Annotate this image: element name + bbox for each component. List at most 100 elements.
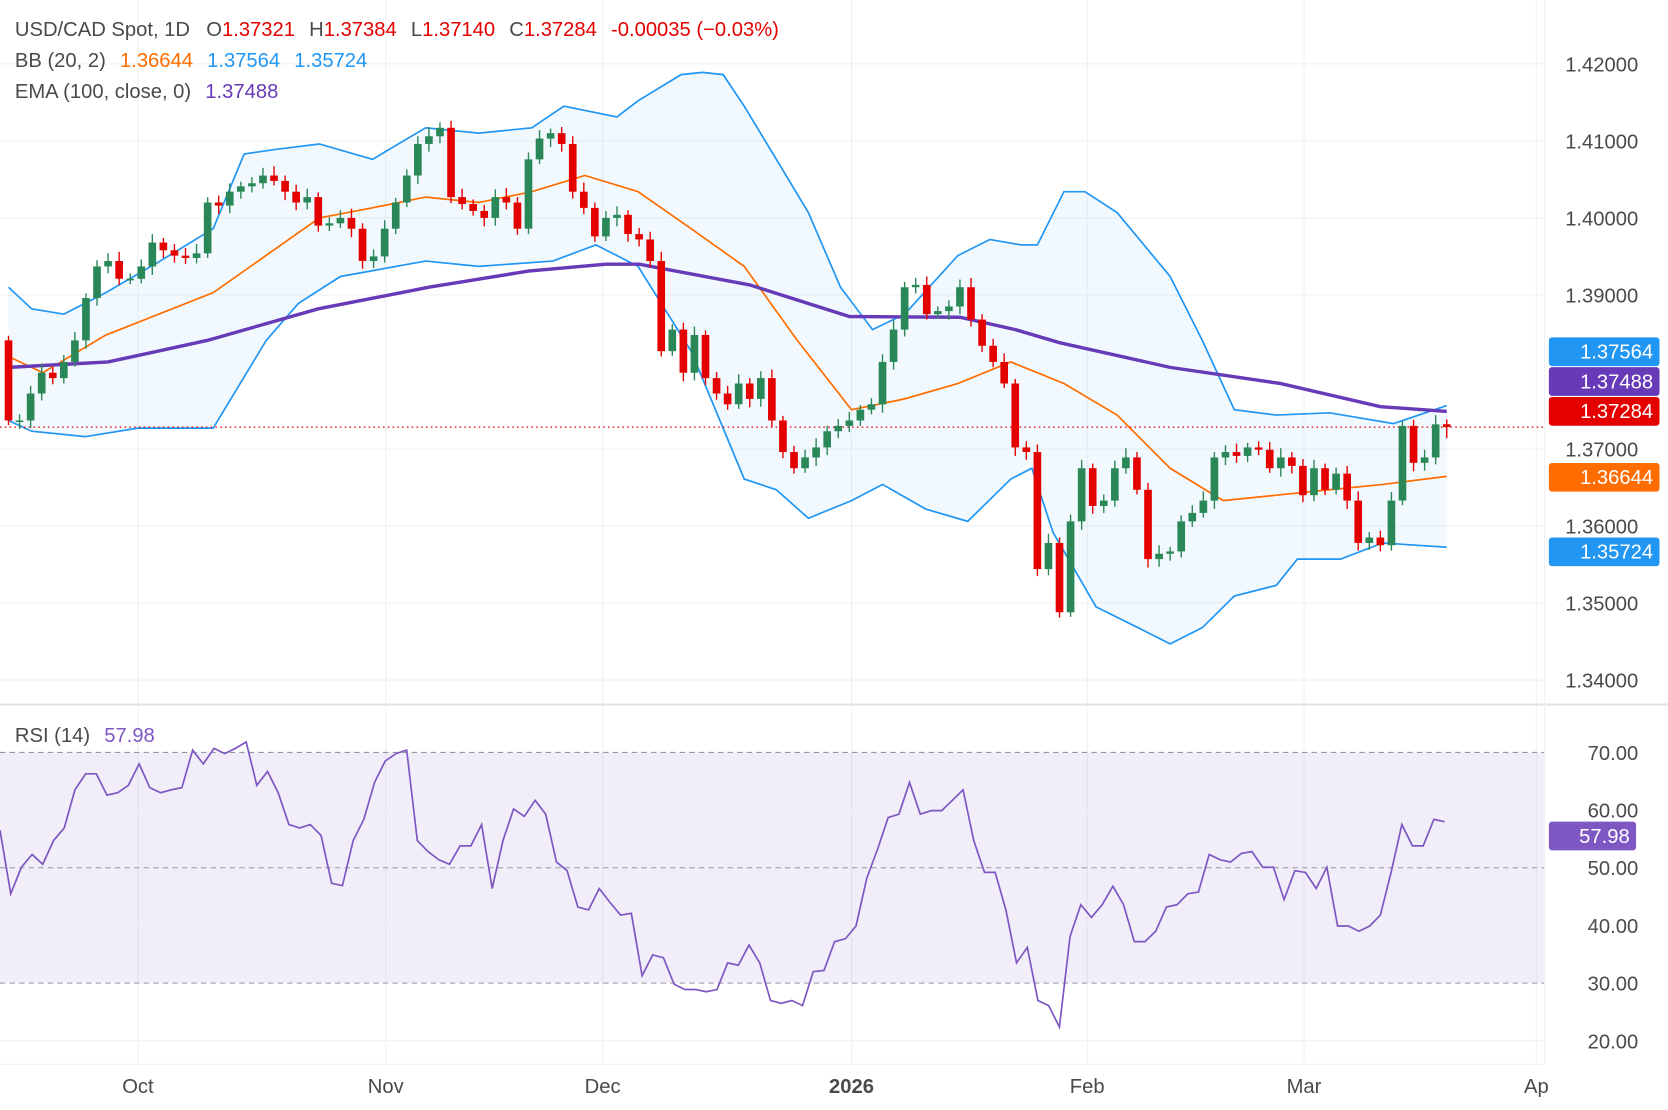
- candle[interactable]: [93, 260, 101, 306]
- candle[interactable]: [1442, 419, 1451, 439]
- candle[interactable]: [1000, 353, 1009, 389]
- candle[interactable]: [37, 363, 46, 401]
- candle[interactable]: [712, 371, 721, 400]
- candle[interactable]: [1288, 452, 1296, 474]
- candle[interactable]: [889, 320, 898, 370]
- candle[interactable]: [1210, 452, 1219, 510]
- candle[interactable]: [779, 415, 787, 459]
- candle[interactable]: [579, 182, 588, 215]
- candle[interactable]: [15, 414, 24, 429]
- candle[interactable]: [1144, 482, 1152, 568]
- candle[interactable]: [71, 331, 79, 367]
- candle[interactable]: [48, 367, 57, 385]
- candle[interactable]: [347, 208, 356, 238]
- candle[interactable]: [867, 398, 876, 415]
- candle[interactable]: [1088, 463, 1097, 514]
- candle[interactable]: [292, 184, 300, 211]
- candle[interactable]: [933, 306, 942, 319]
- candle[interactable]: [237, 181, 245, 199]
- candle[interactable]: [768, 369, 776, 428]
- candle[interactable]: [203, 197, 212, 258]
- candle[interactable]: [546, 128, 555, 148]
- candle[interactable]: [801, 449, 809, 473]
- candle[interactable]: [1243, 442, 1252, 463]
- candle[interactable]: [834, 418, 843, 439]
- candle[interactable]: [878, 354, 887, 413]
- candle[interactable]: [1431, 415, 1440, 465]
- candle[interactable]: [1055, 537, 1064, 618]
- candle[interactable]: [270, 166, 278, 186]
- candle[interactable]: [1199, 491, 1208, 518]
- candle[interactable]: [524, 152, 533, 235]
- candle[interactable]: [745, 378, 754, 408]
- candle[interactable]: [635, 227, 643, 247]
- candle[interactable]: [1077, 459, 1086, 530]
- candle[interactable]: [945, 300, 953, 320]
- rsi-pane[interactable]: [0, 740, 1545, 1042]
- candle[interactable]: [1111, 460, 1119, 507]
- candle[interactable]: [591, 202, 599, 242]
- candle[interactable]: [734, 374, 743, 409]
- candle[interactable]: [148, 234, 157, 275]
- candle[interactable]: [225, 183, 234, 214]
- candle[interactable]: [1155, 545, 1163, 567]
- candle[interactable]: [1409, 419, 1418, 472]
- candle[interactable]: [513, 197, 522, 235]
- candle[interactable]: [1299, 458, 1307, 503]
- candle[interactable]: [502, 187, 511, 210]
- candle[interactable]: [535, 130, 544, 164]
- candle[interactable]: [568, 136, 577, 199]
- candle[interactable]: [1420, 449, 1429, 471]
- candle[interactable]: [1177, 515, 1186, 558]
- candle[interactable]: [1188, 505, 1197, 527]
- candle[interactable]: [369, 249, 378, 268]
- candle[interactable]: [1376, 530, 1385, 552]
- candles[interactable]: [4, 120, 1451, 618]
- candle[interactable]: [1310, 459, 1318, 502]
- candle[interactable]: [281, 175, 289, 201]
- candle[interactable]: [402, 169, 411, 208]
- candle[interactable]: [1276, 448, 1285, 477]
- candle[interactable]: [823, 425, 832, 456]
- candle[interactable]: [458, 188, 466, 210]
- candle[interactable]: [248, 177, 256, 193]
- candle[interactable]: [104, 253, 112, 274]
- candle[interactable]: [845, 412, 854, 433]
- candle[interactable]: [967, 277, 975, 327]
- axes[interactable]: 1.42000 1.41000 1.40000 1.39000 1.37000 1.360…: [122, 54, 1638, 1098]
- candle[interactable]: [624, 210, 632, 242]
- candle[interactable]: [159, 237, 168, 258]
- candle[interactable]: [1133, 452, 1141, 495]
- candle[interactable]: [480, 204, 489, 227]
- candle[interactable]: [59, 355, 68, 384]
- candle[interactable]: [812, 438, 820, 466]
- candle[interactable]: [922, 276, 931, 320]
- candle[interactable]: [1033, 444, 1042, 577]
- candle[interactable]: [1354, 491, 1363, 551]
- candle[interactable]: [978, 314, 986, 352]
- candle[interactable]: [790, 445, 798, 474]
- candle[interactable]: [668, 324, 677, 356]
- candle[interactable]: [690, 326, 699, 381]
- candle[interactable]: [1321, 463, 1329, 496]
- candle[interactable]: [137, 259, 146, 284]
- candle[interactable]: [956, 279, 964, 315]
- candle[interactable]: [181, 247, 190, 265]
- candle[interactable]: [1022, 441, 1031, 460]
- candle[interactable]: [646, 231, 655, 268]
- candle[interactable]: [856, 405, 865, 426]
- candle[interactable]: [115, 251, 123, 285]
- candle[interactable]: [1398, 421, 1407, 506]
- candle[interactable]: [1122, 448, 1130, 474]
- candle[interactable]: [391, 197, 400, 235]
- candle[interactable]: [1387, 492, 1396, 551]
- candle[interactable]: [1343, 465, 1351, 510]
- candle[interactable]: [469, 199, 477, 216]
- candle[interactable]: [491, 189, 500, 226]
- candle[interactable]: [314, 192, 323, 232]
- candle[interactable]: [989, 338, 997, 368]
- candle[interactable]: [613, 206, 621, 227]
- candle[interactable]: [214, 195, 223, 215]
- candle[interactable]: [557, 127, 566, 152]
